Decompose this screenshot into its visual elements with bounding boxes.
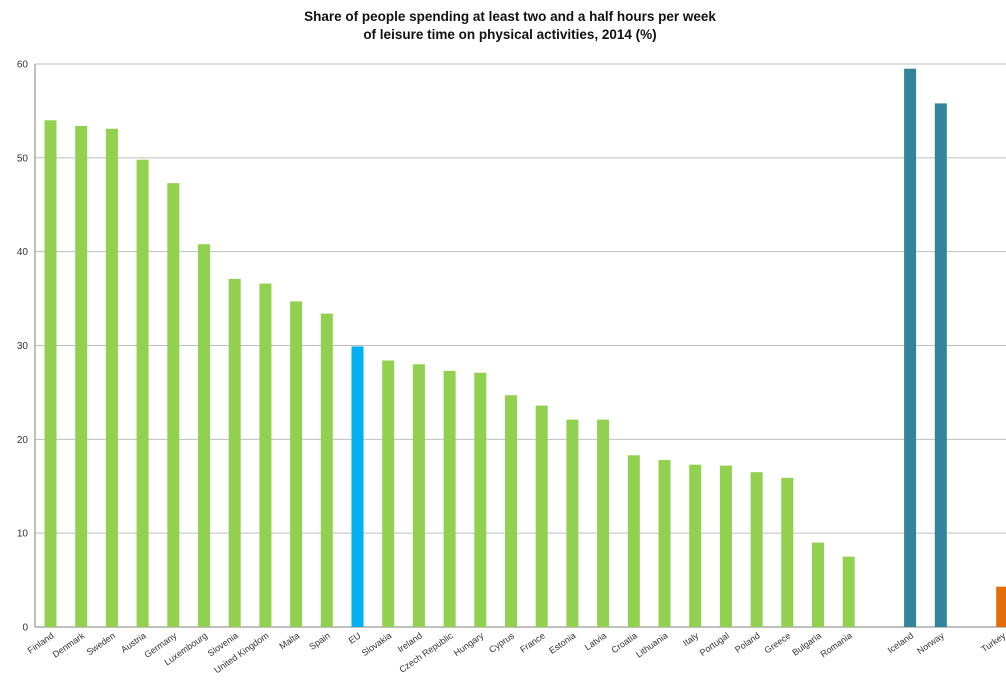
bar-slovakia [382, 360, 395, 627]
bar-romania [842, 556, 855, 627]
x-tick-label: Estonia [547, 630, 577, 655]
x-tick-label: Denmark [51, 630, 87, 659]
y-tick-label: 0 [22, 623, 28, 634]
y-tick-label: 50 [17, 153, 29, 164]
bar-luxembourg [198, 244, 210, 627]
x-tick-label: Slovakia [360, 630, 394, 658]
x-tick-label: EU [347, 630, 363, 645]
x-tick-label: Turkey [979, 630, 1006, 654]
x-tick-label: Romania [819, 630, 854, 659]
x-tick-label: Iceland [886, 630, 916, 655]
bar-turkey [996, 586, 1006, 627]
bar-latvia [597, 419, 610, 627]
bar-slovenia [228, 278, 241, 627]
bar-estonia [566, 419, 579, 627]
bar-ireland [412, 364, 425, 627]
x-tick-label: Poland [733, 630, 762, 654]
x-tick-label: United Kingdom [212, 630, 270, 675]
y-axis: 0 10 20 30 40 50 60 [17, 60, 36, 634]
x-tick-label: Lithuania [634, 630, 670, 659]
x-tick-label: Bulgaria [790, 630, 823, 657]
bar-denmark [75, 125, 88, 628]
bar-hungary [474, 372, 487, 627]
x-tick-label: Portugal [698, 630, 731, 657]
bar-norway [934, 103, 947, 627]
x-tick-label: Latvia [583, 630, 608, 652]
bars [44, 68, 1006, 628]
x-tick-label: Greece [763, 630, 793, 655]
bar-portugal [719, 465, 732, 627]
bar-greece [781, 477, 794, 627]
bar-italy [689, 464, 702, 627]
chart-title: Share of people spending at least two an… [230, 8, 790, 44]
bar-czech-republic [443, 370, 456, 627]
bar-malta [290, 301, 303, 627]
bar-bulgaria [812, 542, 824, 627]
x-tick-label: Spain [307, 630, 332, 651]
x-tick-label: Sweden [85, 630, 117, 657]
y-tick-label: 20 [17, 435, 29, 446]
bar-lithuania [658, 459, 671, 627]
y-tick-label: 40 [17, 247, 29, 258]
bar-iceland [904, 68, 917, 628]
bar-finland [44, 120, 57, 628]
x-tick-label: Italy [681, 630, 701, 648]
bar-croatia [627, 455, 640, 627]
x-tick-label: Malta [277, 630, 301, 651]
bar-cyprus [505, 395, 517, 627]
x-tick-label: Czech Republic [397, 630, 455, 675]
gridlines [35, 63, 1006, 628]
bar-united-kingdom [259, 283, 272, 627]
bar-sweden [105, 128, 118, 627]
x-tick-label: Cyprus [487, 630, 516, 655]
bar-france [535, 405, 548, 627]
bar-eu [351, 346, 364, 627]
y-tick-label: 60 [17, 60, 29, 71]
bar-austria [136, 159, 149, 627]
x-tick-label: Hungary [452, 630, 486, 658]
bar-poland [750, 472, 763, 627]
chart-title-line-1: Share of people spending at least two an… [304, 9, 716, 24]
bar-germany [167, 183, 180, 627]
x-tick-label: France [518, 630, 547, 654]
bar-spain [320, 313, 333, 627]
y-tick-label: 10 [17, 529, 29, 540]
y-tick-label: 30 [17, 341, 29, 352]
chart-title-line-2: of leisure time on physical activities, … [363, 27, 657, 42]
x-tick-label: Norway [915, 630, 946, 656]
